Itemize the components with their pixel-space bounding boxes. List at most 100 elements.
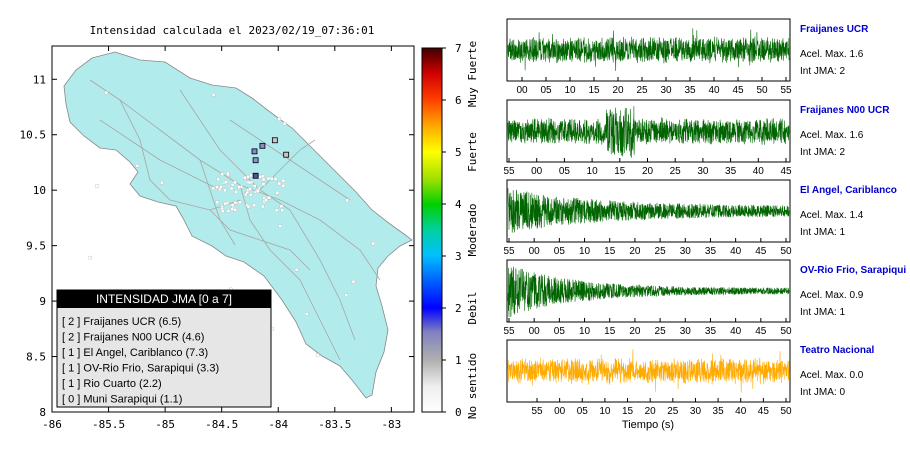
town-marker [233,200,238,205]
town-marker [233,180,237,185]
waveform-trace [507,266,790,318]
waveform-tick-label: 20 [629,326,641,337]
map-y-tick-label: 8.5 [26,351,46,364]
waveform-tick-label: 40 [730,246,742,257]
waveform-tick-label: 10 [599,406,611,417]
colorbar-tick-label: 4 [455,198,462,211]
town-marker [226,209,231,213]
town-marker [160,181,164,185]
town-marker [215,200,219,204]
waveform-tick-label: 25 [655,246,667,257]
map-x-tick-label: -85 [155,418,175,431]
waveform-tick-label: 40 [730,326,742,337]
waveform-tick-label: 00 [554,406,566,417]
town-marker [294,267,299,272]
colorbar-tick-label: 0 [455,406,462,419]
map-x-tick-label: -83.5 [318,418,351,431]
map-y-tick-label: 11 [33,73,46,86]
town-marker [211,186,216,191]
map-y-axis: 8 8.5 9 9.5 10 10.5 11 [20,73,414,419]
waveform-tick-label: 20 [642,166,654,177]
waveform-tick-label: 30 [690,406,702,417]
jma-intensity: Int JMA: 1 [800,227,845,238]
town-marker [243,175,247,180]
town-marker [104,90,109,95]
legend-item: [ 1 ] OV-Rio Frio, Sarapiqui (3.3) [62,363,219,375]
waveform-tick-label: 10 [579,326,591,337]
jma-intensity: Int JMA: 2 [800,147,845,158]
town-marker [224,180,228,184]
station-marker [259,142,266,149]
colorbar-tick-label: 5 [455,146,462,159]
town-marker [274,208,279,212]
waveform-tick-label: 35 [725,166,737,177]
intensity-colorbar: 0 1 2 3 4 5 6 7 No sentido Debil Moderado Fuerte Mu… [421,41,479,419]
map-y-tick-label: 10 [33,184,46,197]
waveform-tick-label: 05 [540,85,552,96]
waveform-tick-label: 25 [655,326,667,337]
waveform-panel: 55 00 05 10 15 20 25 30 35 40 45 50 Teatro Nacional A… [506,339,874,417]
waveform-tick-label: 05 [577,406,589,417]
town-marker [371,241,376,246]
waveform-tick-label: 35 [705,246,717,257]
town-marker [278,224,282,228]
town-marker [304,312,309,316]
town-marker [229,186,234,191]
station-name: Fraijanes UCR [800,24,869,35]
town-marker [248,187,252,191]
town-marker [261,182,266,186]
waveform-panel: 55 00 05 10 15 20 25 30 35 40 45 Fraijanes N00 UCR A… [503,99,890,177]
max-acceleration: Acel. Max. 0.9 [800,290,864,301]
waveform-tick-label: 20 [612,85,624,96]
town-marker [237,185,241,189]
waveform-tick-label: 15 [588,85,600,96]
town-marker [95,184,99,188]
waveform-tick-label: 25 [667,406,679,417]
waveform-tick-label: 55 [531,406,543,417]
town-marker [215,185,219,189]
max-acceleration: Acel. Max. 1.6 [800,130,864,141]
town-marker [262,196,266,200]
map-x-axis: -86 -85.5 -85 -84.5 -84 -83.5 -83 [42,46,401,431]
map-x-tick-label: -85.5 [92,418,125,431]
waveform-tick-label: 20 [645,406,657,417]
legend-box [56,289,272,408]
town-marker [255,189,260,194]
town-marker [249,193,253,197]
map-x-tick-label: -84.5 [205,418,238,431]
town-marker [275,191,279,195]
waveform-tick-label: 50 [756,85,768,96]
waveform-trace [507,349,790,393]
town-marker [220,172,224,176]
waveform-tick-label: 50 [780,326,792,337]
waveform-tick-label: 45 [755,246,767,257]
waveform-tick-label: 55 [503,166,515,177]
waveform-tick-label: 25 [636,85,648,96]
legend-item: [ 2 ] Fraijanes N00 UCR (4.6) [62,332,204,344]
max-acceleration: Acel. Max. 0.0 [800,370,864,381]
town-marker [211,93,216,97]
town-marker [267,196,271,200]
station-marker [251,148,258,155]
colorbar-tick-label: 2 [455,302,462,315]
waveform-tick-label: 45 [732,85,744,96]
waveform-tick-label: 05 [554,246,566,257]
map-y-tick-label: 8 [39,406,46,419]
waveform-tick-label: 15 [604,326,616,337]
waveform-tick-label: 40 [753,166,765,177]
waveform-tick-label: 00 [516,85,528,96]
waveform-trace [507,188,790,233]
waveform-panel: 55 00 05 10 15 20 25 30 35 40 45 50 OV-Rio Frio, Sar… [503,259,906,337]
waveform-tick-label: 15 [622,406,634,417]
colorbar-category-label: Muy Fuerte [466,41,479,107]
waveform-tick-label: 30 [660,85,672,96]
colorbar-tick-label: 7 [455,42,462,55]
town-marker [315,353,320,357]
map-x-tick-label: -83 [381,418,401,431]
town-marker [270,176,274,181]
map-x-tick-label: -84 [268,418,288,431]
town-marker [226,171,230,176]
waveform-tick-label: 25 [670,166,682,177]
waveform-tick-label: 15 [614,166,626,177]
waveform-tick-label: 05 [554,326,566,337]
